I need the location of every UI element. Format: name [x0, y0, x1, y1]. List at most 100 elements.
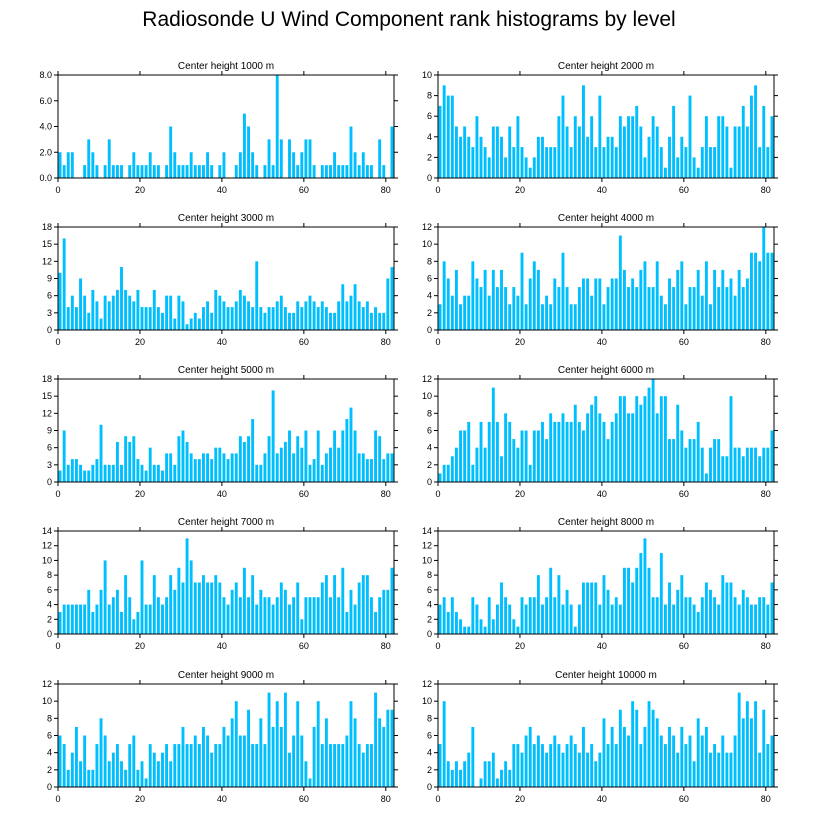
bar — [442, 85, 446, 178]
bar — [185, 538, 189, 634]
bar — [721, 269, 725, 330]
bar — [729, 752, 733, 787]
bar — [247, 126, 250, 178]
bar — [333, 744, 337, 787]
bar — [614, 278, 618, 330]
bar — [541, 421, 544, 482]
bar — [610, 726, 614, 787]
bar — [87, 589, 91, 634]
bar — [365, 459, 369, 482]
x-tick-label: 40 — [597, 185, 607, 195]
x-tick-label: 80 — [381, 337, 391, 347]
bar — [365, 165, 369, 179]
bar — [680, 261, 684, 330]
bar — [700, 295, 704, 330]
bar — [177, 436, 181, 482]
bar — [766, 147, 770, 178]
bar — [161, 752, 164, 787]
bar — [528, 464, 532, 482]
bar — [635, 105, 639, 178]
bar — [165, 453, 169, 482]
bar — [349, 295, 353, 330]
bar — [446, 464, 450, 482]
bar — [454, 126, 458, 178]
bar — [361, 152, 365, 178]
bar — [594, 396, 598, 482]
bar — [148, 307, 152, 330]
x-tick-label: 80 — [761, 337, 771, 347]
bar — [545, 597, 549, 634]
bar — [446, 761, 450, 787]
bar — [721, 116, 725, 178]
bar — [341, 744, 345, 787]
bar — [475, 278, 479, 330]
bar — [442, 261, 446, 330]
x-tick-label: 40 — [217, 794, 227, 804]
bar — [467, 295, 471, 330]
bar — [590, 744, 594, 787]
bar — [606, 744, 610, 787]
bar — [758, 147, 762, 178]
bar — [115, 165, 119, 179]
y-tick-label: 4 — [427, 132, 432, 142]
bar — [528, 278, 532, 330]
bar — [218, 744, 222, 787]
bar — [557, 116, 561, 178]
bar — [173, 464, 177, 482]
bar — [643, 157, 647, 178]
bar — [296, 582, 300, 634]
bar — [242, 113, 246, 179]
bar — [279, 447, 283, 482]
bar — [622, 396, 626, 482]
bar — [99, 424, 103, 482]
x-tick-label: 0 — [435, 641, 440, 651]
panel-title: Center height 10000 m — [555, 670, 657, 681]
bar — [320, 464, 324, 482]
bar — [267, 597, 271, 634]
bar — [283, 589, 287, 634]
y-tick-label: 18 — [42, 222, 52, 232]
bar — [206, 582, 210, 634]
bar — [459, 430, 462, 482]
bar — [74, 459, 78, 482]
bar — [573, 116, 577, 178]
bar — [148, 447, 152, 482]
bar — [242, 567, 246, 634]
x-tick-label: 60 — [299, 337, 309, 347]
bar — [569, 304, 573, 330]
bar — [463, 126, 467, 178]
bar — [329, 312, 332, 330]
bar — [136, 459, 140, 482]
bar — [193, 165, 197, 179]
bar — [450, 597, 454, 634]
bar — [663, 304, 667, 330]
bar — [107, 139, 111, 179]
bar — [586, 136, 590, 178]
bar — [70, 459, 74, 482]
bar — [680, 136, 684, 178]
x-tick-label: 20 — [135, 641, 145, 651]
bar — [230, 589, 234, 634]
bar — [446, 611, 450, 634]
bar — [66, 769, 70, 787]
x-tick-label: 40 — [597, 641, 607, 651]
bar — [259, 307, 263, 330]
bar — [655, 718, 659, 787]
bar — [222, 301, 226, 330]
bar — [635, 709, 639, 787]
bar — [345, 419, 349, 482]
bar — [553, 597, 557, 634]
bar — [70, 604, 74, 634]
bar — [495, 604, 499, 634]
bar — [267, 139, 271, 179]
y-tick-label: 6 — [47, 443, 52, 453]
bar — [508, 304, 512, 330]
bar — [598, 752, 602, 787]
bar — [140, 307, 144, 330]
bar — [370, 312, 373, 330]
y-tick-label: 8 — [427, 570, 432, 580]
y-tick-label: 6 — [427, 274, 432, 284]
bar — [463, 295, 467, 330]
bar — [234, 453, 238, 482]
bar — [365, 744, 369, 787]
